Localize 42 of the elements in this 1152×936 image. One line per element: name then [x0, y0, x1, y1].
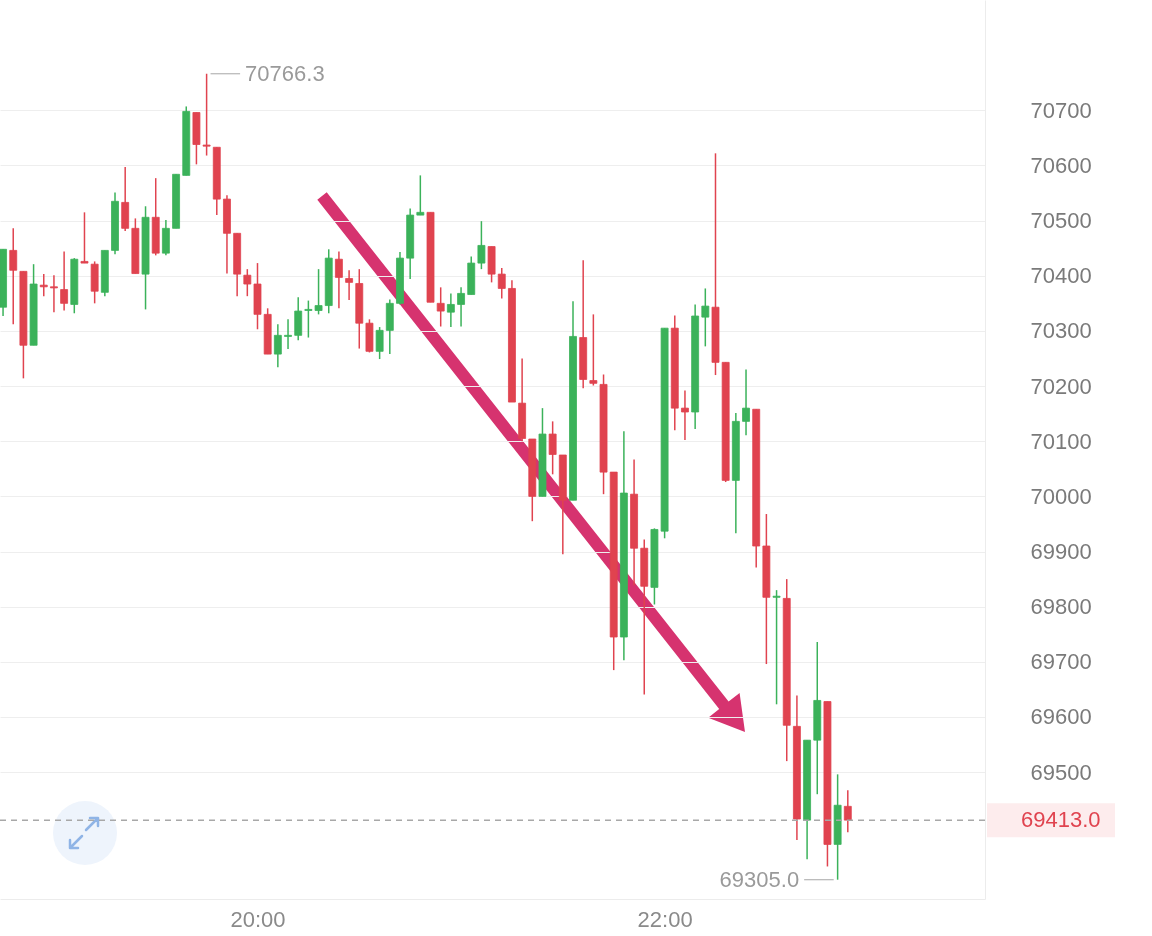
candlestick — [843, 789, 852, 834]
candlestick — [446, 292, 455, 328]
candlestick — [701, 287, 710, 348]
y-tick-label: 69500 — [1030, 759, 1092, 785]
candlestick — [243, 268, 252, 297]
candlestick — [589, 313, 598, 387]
candlestick — [39, 273, 48, 297]
candlestick — [742, 368, 750, 436]
candlestick — [497, 267, 506, 300]
candlestick — [345, 269, 353, 301]
annotation: 69305.0 — [719, 866, 800, 892]
y-tick-label: 70500 — [1030, 208, 1092, 234]
y-tick-label: 70000 — [1030, 483, 1092, 509]
x-tick-label: 22:00 — [637, 906, 693, 932]
y-tick-label: 69800 — [1030, 594, 1092, 620]
ref-line-label: 69413.0 — [1021, 807, 1101, 833]
candlestick — [284, 318, 292, 350]
candlestick — [548, 420, 557, 476]
candlestick — [681, 389, 689, 441]
y-tick-label: 70400 — [1030, 263, 1092, 289]
candlestick — [375, 326, 384, 360]
y-tick-label: 69900 — [1030, 539, 1092, 565]
candlestick — [9, 227, 18, 326]
y-tick-label: 70200 — [1030, 373, 1092, 399]
x-tick-label: 20:00 — [230, 906, 286, 932]
y-tick-label: 70700 — [1030, 97, 1092, 123]
y-tick-label: 69700 — [1030, 649, 1092, 675]
annotation: 70766.3 — [245, 60, 325, 86]
y-tick-label: 70300 — [1030, 318, 1092, 344]
y-tick-label: 70100 — [1030, 428, 1092, 454]
candlestick — [477, 220, 486, 270]
candlestick — [416, 174, 425, 216]
candlestick — [335, 250, 343, 310]
candlestick — [772, 589, 781, 706]
candlestick — [273, 323, 282, 369]
candlestick — [50, 274, 58, 313]
candlestick — [80, 211, 89, 264]
y-tick-label: 69600 — [1030, 704, 1092, 730]
candlestick — [436, 286, 445, 328]
candlestick — [60, 250, 69, 312]
y-tick-label: 70600 — [1030, 152, 1092, 178]
candlestick — [457, 286, 465, 328]
